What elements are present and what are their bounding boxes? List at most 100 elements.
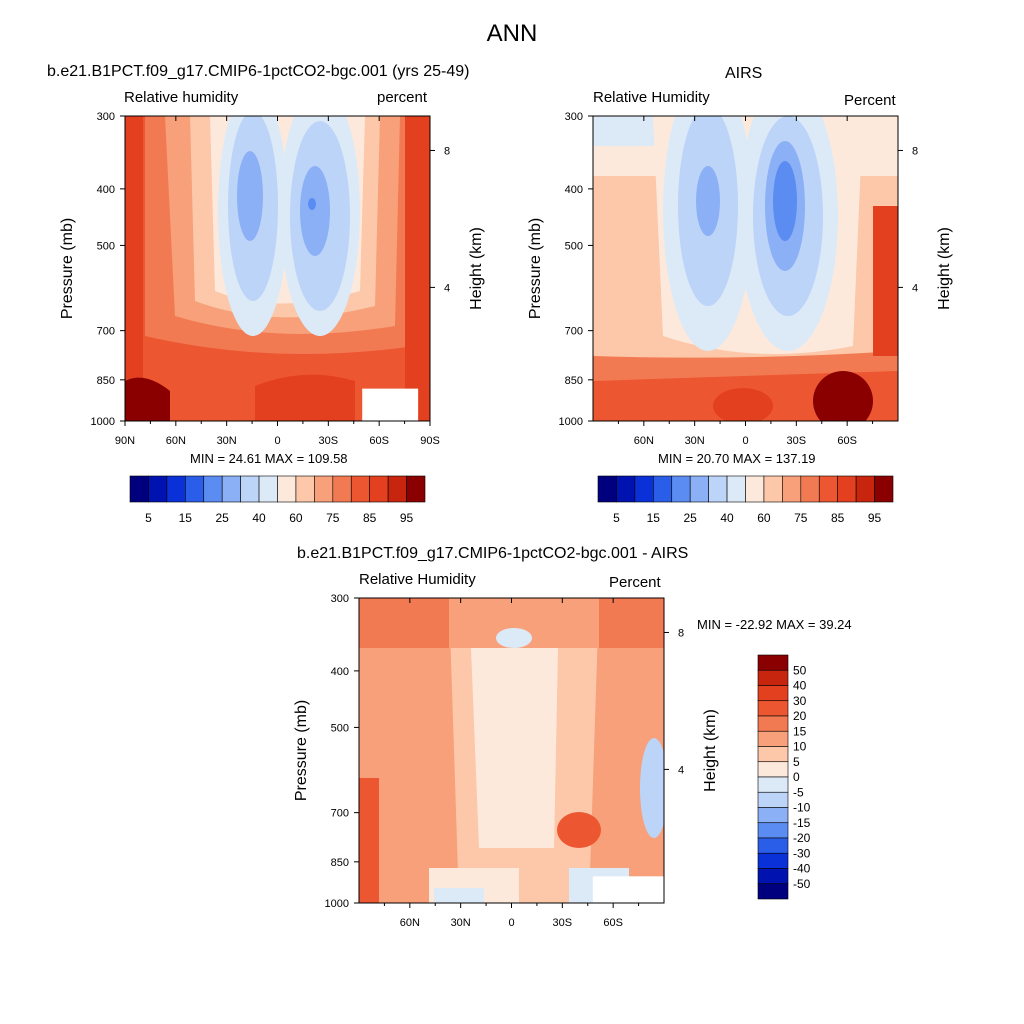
panel2-colorbar-label: 5 <box>613 511 620 525</box>
panel3-colorbar-label: 10 <box>793 740 807 754</box>
panel2-colorbar-label: 95 <box>868 511 882 525</box>
panel1-colorbar-box <box>332 475 352 503</box>
panel3-colorbar-box <box>757 852 789 869</box>
panel3-colorbar-label: -10 <box>793 801 811 815</box>
panel1-colorbar-label: 85 <box>363 511 377 525</box>
panel1-missing-region <box>362 388 419 421</box>
panel2-colorbar-box <box>616 475 636 503</box>
panel3-title: b.e21.B1PCT.f09_g17.CMIP6-1pctCO2-bgc.00… <box>297 545 689 562</box>
panel3-ylabel: Pressure (mb) <box>293 700 310 801</box>
panel3-colorbar-label: -30 <box>793 846 811 860</box>
panel3-colorbar-box <box>757 807 789 824</box>
panel3-colorbar-box <box>757 746 789 763</box>
panel1-colorbar-box <box>277 475 297 503</box>
panel1-colorbar-label: 95 <box>400 511 414 525</box>
panel2-colorbar-box <box>653 475 673 503</box>
panel1-xtick-label: 60N <box>166 435 186 447</box>
panel2-colorbar-box <box>726 475 746 503</box>
panel3-left-label: Relative Humidity <box>359 571 476 588</box>
panel3-colorbar-label: 30 <box>793 694 807 708</box>
page-title: ANN <box>486 20 538 47</box>
panel2-right-label: Percent <box>844 92 896 109</box>
panel1-left-label: Relative humidity <box>124 89 239 106</box>
panel2-colorbar-label: 25 <box>684 511 698 525</box>
panel1-colorbar-box <box>221 475 241 503</box>
panel2-colorbar-box <box>597 475 617 503</box>
panel3-colorbar-label: -5 <box>793 785 804 799</box>
panel1-ytick-label: 500 <box>97 240 115 252</box>
panel3-xtick-label: 0 <box>508 917 514 929</box>
panel3-colorbar-label: 40 <box>793 679 807 693</box>
panel3-ytick-label: 850 <box>331 857 349 869</box>
panel2-stats: MIN = 20.70 MAX = 137.19 <box>658 451 816 466</box>
panel2-ytick-label: 1000 <box>559 416 583 428</box>
panel1-xtick-label: 90S <box>420 435 440 447</box>
panel3-field <box>359 598 664 903</box>
panel1-colorbar-label: 15 <box>179 511 193 525</box>
panel1-colorbar-box <box>240 475 260 503</box>
panel2-ytick-label: 700 <box>565 326 583 338</box>
panel1-colorbar-label: 25 <box>216 511 230 525</box>
panel3-colorbar-label: 0 <box>793 770 800 784</box>
panel1-field <box>125 116 430 421</box>
panel1-colorbar-label: 60 <box>289 511 303 525</box>
panel1-stats: MIN = 24.61 MAX = 109.58 <box>190 451 348 466</box>
panel3-colorbar-box <box>757 700 789 717</box>
panel2-field <box>593 116 898 421</box>
panel1-colorbar-box <box>166 475 186 503</box>
panel3-colorbar-label: 5 <box>793 755 800 769</box>
panel3-colorbar-label: -20 <box>793 831 811 845</box>
panel2-ylabel-right: Height (km) <box>936 227 953 310</box>
panel2-colorbar-box <box>800 475 820 503</box>
panel2-xtick-label: 30S <box>787 435 807 447</box>
panel1-colorbar-box <box>314 475 334 503</box>
panel1-colorbar-box <box>129 475 149 503</box>
panel1-colorbar-box <box>258 475 278 503</box>
panel3-colorbar-box <box>757 761 789 778</box>
panel2-colorbar-box <box>671 475 691 503</box>
panel1-colorbar-box <box>387 475 407 503</box>
panel1-colorbar-box <box>369 475 389 503</box>
panel1-xtick-label: 30S <box>319 435 339 447</box>
panel2-colorbar-box <box>763 475 783 503</box>
panel2-ytick-label: 400 <box>565 184 583 196</box>
panel2-height-tick-label: 8 <box>912 145 918 157</box>
panel3-colorbar-box <box>757 715 789 732</box>
panel1-colorbar-box <box>406 475 426 503</box>
panel3-colorbar-box <box>757 791 789 808</box>
panel3-colorbar-box <box>757 868 789 885</box>
panel1-height-tick-label: 8 <box>444 145 450 157</box>
panel1-ylabel: Pressure (mb) <box>59 218 76 319</box>
panel3-ylabel-right: Height (km) <box>702 709 719 792</box>
panel3-colorbar-box <box>757 730 789 747</box>
panel1-colorbar-box <box>295 475 315 503</box>
panel1-colorbar-label: 5 <box>145 511 152 525</box>
panel3-xtick-label: 60S <box>603 917 623 929</box>
panel3-colorbar-box <box>757 685 789 702</box>
panel3-colorbar-label: 50 <box>793 663 807 677</box>
panel3-colorbar-box <box>757 822 789 839</box>
panel2-colorbar-box <box>708 475 728 503</box>
panel1-colorbar-box <box>203 475 223 503</box>
panel2-left-label: Relative Humidity <box>593 89 710 106</box>
panel2-ytick-label: 300 <box>565 111 583 123</box>
panel2-ytick-label: 850 <box>565 375 583 387</box>
panel3-missing-region <box>592 876 664 903</box>
panel2-colorbar-label: 85 <box>831 511 845 525</box>
panel1-colorbar-box <box>185 475 205 503</box>
panel2-colorbar-box <box>634 475 654 503</box>
panel3-ytick-label: 1000 <box>325 898 349 910</box>
panel2-colorbar-label: 75 <box>794 511 808 525</box>
panel2-xtick-label: 0 <box>742 435 748 447</box>
panel2-colorbar-box <box>782 475 802 503</box>
panel1-height-tick-label: 4 <box>444 282 450 294</box>
panel1-right-label: percent <box>377 89 428 106</box>
panel3-ytick-label: 300 <box>331 593 349 605</box>
panel1-colorbar-box <box>350 475 370 503</box>
panel1-colorbar-label: 40 <box>252 511 266 525</box>
panel3-ytick-label: 500 <box>331 722 349 734</box>
panel2-colorbar-box <box>874 475 894 503</box>
panel3-colorbar-label: 20 <box>793 709 807 723</box>
panel3-colorbar-box <box>757 883 789 900</box>
